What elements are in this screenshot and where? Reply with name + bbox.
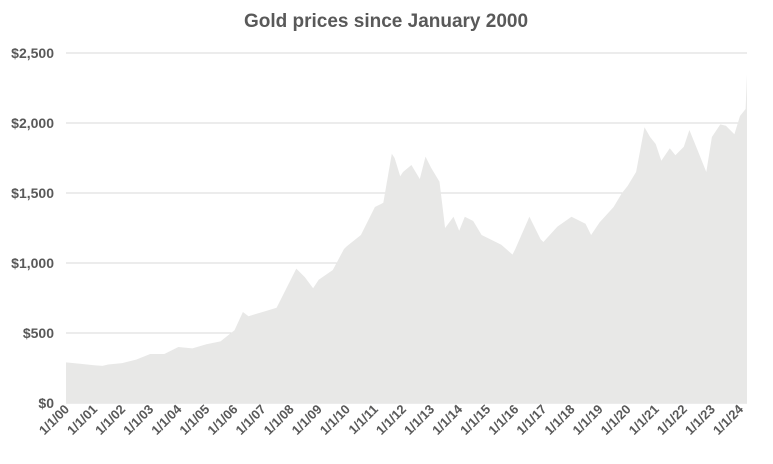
x-tick-label: 1/1/19 xyxy=(570,402,606,438)
y-tick-label: $500 xyxy=(23,325,54,341)
x-tick-label: 1/1/14 xyxy=(429,401,466,438)
x-tick-label: 1/1/09 xyxy=(289,402,325,438)
y-axis-ticks: $0 $500 $1,000 $1,500 $2,000 $2,500 xyxy=(11,45,54,411)
x-tick-label: 1/1/13 xyxy=(401,402,437,438)
x-tick-label: 1/1/17 xyxy=(513,402,549,438)
x-tick-label: 1/1/01 xyxy=(64,402,100,438)
x-tick-label: 1/1/20 xyxy=(598,402,634,438)
x-tick-label: 1/1/12 xyxy=(373,402,409,438)
x-tick-label: 1/1/08 xyxy=(261,402,297,438)
x-tick-label: 1/1/15 xyxy=(457,402,493,438)
x-tick-label: 1/1/21 xyxy=(626,402,662,438)
gold-price-area xyxy=(66,74,747,403)
y-tick-label: $2,500 xyxy=(11,45,54,61)
x-tick-label: 1/1/18 xyxy=(541,402,577,438)
x-tick-label: 1/1/04 xyxy=(148,401,185,438)
y-tick-label: $2,000 xyxy=(11,115,54,131)
x-tick-label: 1/1/02 xyxy=(92,402,128,438)
chart-title: Gold prices since January 2000 xyxy=(244,11,528,32)
x-tick-label: 1/1/16 xyxy=(485,402,521,438)
x-tick-label: 1/1/07 xyxy=(233,402,269,438)
x-tick-label: 1/1/24 xyxy=(710,401,747,438)
y-tick-label: $0 xyxy=(38,395,54,411)
y-tick-label: $1,500 xyxy=(11,185,54,201)
x-tick-label: 1/1/22 xyxy=(654,402,690,438)
x-tick-label: 1/1/23 xyxy=(682,402,718,438)
x-tick-label: 1/1/06 xyxy=(204,402,240,438)
x-tick-label: 1/1/03 xyxy=(120,402,156,438)
x-tick-label: 1/1/05 xyxy=(176,402,212,438)
x-tick-label: 1/1/10 xyxy=(317,402,353,438)
x-axis-ticks: 1/1/001/1/011/1/021/1/031/1/041/1/051/1/… xyxy=(36,401,747,438)
y-tick-label: $1,000 xyxy=(11,255,54,271)
x-tick-label: 1/1/11 xyxy=(345,402,381,438)
